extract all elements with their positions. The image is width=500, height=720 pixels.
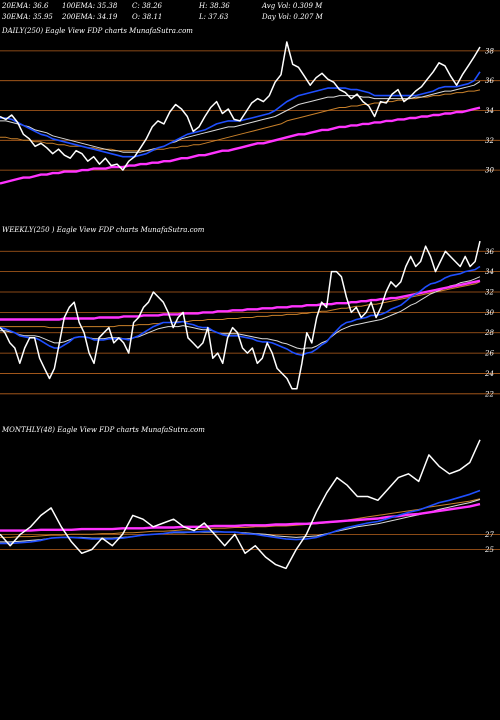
header-open: O: 38.11: [132, 13, 163, 21]
monthly-ema200-line: [0, 502, 481, 532]
monthly-ema30-line: [0, 499, 481, 543]
daily-ema30-line: [0, 80, 481, 153]
weekly-tick-label: 28: [484, 329, 494, 337]
weekly-price-line: [0, 240, 481, 390]
daily-panel-label: DAILY(250) Eagle View FDP charts MunafaS…: [2, 27, 193, 35]
daily-tick-label: 30: [485, 167, 494, 175]
header-ema100: 100EMA: 35.38: [62, 2, 118, 10]
monthly-tick-label: 27: [484, 531, 494, 539]
header-avgvol: Avg Vol: 0.309 M: [262, 2, 323, 10]
header-ema200: 200EMA: 34.19: [62, 13, 118, 21]
weekly-chart: 36 34 32 30 28 26 24 22: [0, 240, 500, 398]
daily-price-line: [0, 41, 481, 171]
header-dayvol: Day Vol: 0.207 M: [262, 13, 323, 21]
daily-ema200-line: [0, 106, 481, 185]
daily-chart: 38 36 34 32 30: [0, 41, 500, 185]
daily-tick-label: 32: [485, 137, 494, 145]
monthly-price-line: [0, 439, 481, 570]
daily-tick-label: 36: [485, 77, 494, 85]
header-low: L: 37.63: [199, 13, 229, 21]
header-ema30: 30EMA: 35.95: [2, 13, 53, 21]
weekly-tick-label: 36: [485, 248, 494, 256]
weekly-tick-label: 24: [484, 370, 494, 378]
daily-tick-label: 34: [485, 107, 494, 115]
weekly-ema20-line: [0, 265, 481, 356]
daily-ema20-line: [0, 71, 481, 158]
weekly-tick-label: 34: [485, 268, 494, 276]
weekly-tick-label: 32: [485, 289, 494, 297]
weekly-panel-label: WEEKLY(250 ) Eagle View FDP charts Munaf…: [2, 226, 205, 234]
header-high: H: 38.36: [199, 2, 230, 10]
weekly-tick-label: 22: [484, 390, 494, 398]
header-close: C: 38.26: [132, 2, 162, 10]
weekly-tick-label: 30: [485, 309, 494, 317]
monthly-panel-label: MONTHLY(48) Eagle View FDP charts Munafa…: [2, 426, 205, 434]
weekly-ema200-line: [0, 279, 481, 321]
monthly-tick-label: 25: [484, 546, 494, 554]
monthly-ema20-line: [0, 489, 481, 545]
monthly-chart: 27 25: [0, 439, 500, 570]
monthly-ema100-line: [0, 498, 481, 538]
weekly-tick-label: 26: [484, 350, 494, 358]
daily-tick-label: 38: [485, 47, 494, 55]
weekly-ema100-line: [0, 281, 481, 329]
header-ema20: 20EMA: 36.6: [2, 2, 49, 10]
